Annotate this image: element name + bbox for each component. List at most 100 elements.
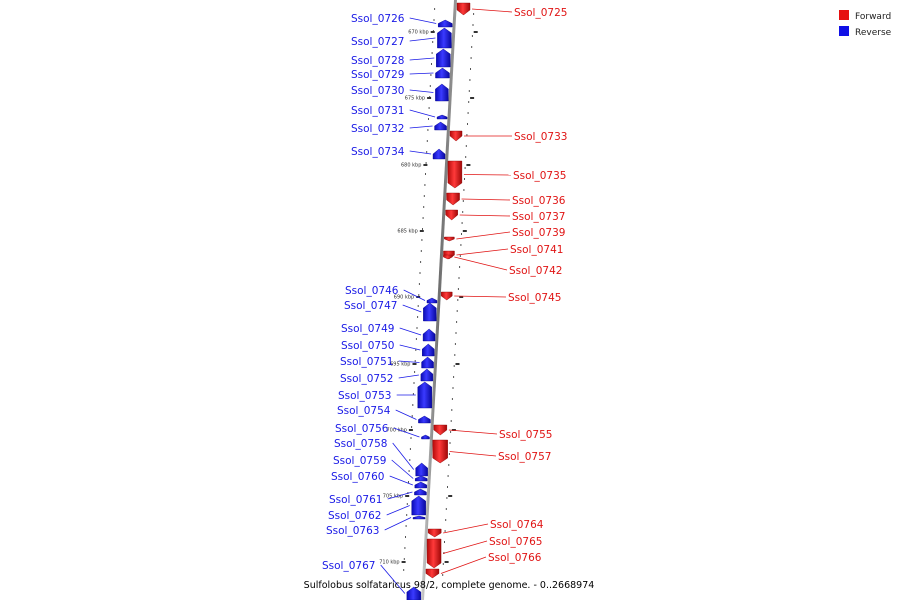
gene-label-ssol-0767[interactable]: Ssol_0767: [322, 560, 375, 572]
gene-arrow-ssol-0755[interactable]: [433, 424, 448, 436]
gene-arrow-ssol-0745[interactable]: [441, 291, 453, 301]
gene-label-ssol-0753[interactable]: Ssol_0753: [338, 390, 391, 402]
gene-label-ssol-0765[interactable]: Ssol_0765: [489, 536, 542, 548]
gene-arrow-ssol-0725[interactable]: [456, 2, 471, 16]
gene-label-ssol-0762[interactable]: Ssol_0762: [328, 510, 381, 522]
gene-label-ssol-0756[interactable]: Ssol_0756: [335, 423, 389, 435]
gene-arrow-ssol-0758[interactable]: [415, 462, 428, 477]
gene-label-ssol-0736[interactable]: Ssol_0736: [512, 195, 566, 207]
gene-arrow-ssol-0739[interactable]: [444, 236, 455, 242]
gene-label-ssol-0742[interactable]: Ssol_0742: [509, 265, 562, 277]
gene-label-ssol-0727[interactable]: Ssol_0727: [351, 36, 404, 48]
gene-label-ssol-0725[interactable]: Ssol_0725: [514, 7, 567, 19]
leader-line: [398, 360, 420, 363]
gene-arrow-ssol-0752[interactable]: [420, 368, 434, 382]
major-tick-mark: [430, 31, 435, 33]
gene-label-ssol-0763[interactable]: Ssol_0763: [326, 525, 379, 537]
gene-arrow-ssol-0749[interactable]: [422, 328, 436, 342]
gene-arrow-ssol-0731[interactable]: [436, 114, 448, 120]
leader-line: [409, 125, 433, 129]
gene-arrow-ssol-0760[interactable]: [414, 481, 428, 489]
gene-label-ssol-0741[interactable]: Ssol_0741: [510, 244, 563, 256]
minor-tick: [405, 525, 407, 527]
gene-label-ssol-0733[interactable]: Ssol_0733: [514, 131, 567, 143]
gene-label-ssol-0755[interactable]: Ssol_0755: [499, 429, 552, 441]
scale-tick-label: 675 kbp: [405, 96, 425, 102]
gene-arrow-ssol-0757[interactable]: [432, 439, 448, 464]
gene-arrow-ssol-0765[interactable]: [426, 538, 442, 569]
gene-label-ssol-0731[interactable]: Ssol_0731: [351, 105, 404, 117]
gene-label-ssol-0735[interactable]: Ssol_0735: [513, 170, 566, 182]
gene-label-ssol-0739[interactable]: Ssol_0739: [512, 227, 565, 239]
gene-arrow-ssol-0766[interactable]: [425, 568, 440, 579]
leader-line: [391, 459, 414, 479]
gene-label-ssol-0751[interactable]: Ssol_0751: [340, 356, 393, 368]
leader-line: [449, 451, 497, 457]
gene-arrow-ssol-0726[interactable]: [438, 19, 453, 28]
gene-arrow-ssol-0728[interactable]: [436, 48, 451, 68]
gene-arrow-ssol-0759[interactable]: [414, 475, 428, 482]
gene-label-ssol-0732[interactable]: Ssol_0732: [351, 123, 404, 135]
gene-label-ssol-0754[interactable]: Ssol_0754: [337, 405, 391, 417]
gene-label-ssol-0752[interactable]: Ssol_0752: [340, 373, 393, 385]
gene-label-ssol-0745[interactable]: Ssol_0745: [508, 292, 561, 304]
gene-label-ssol-0750[interactable]: Ssol_0750: [341, 340, 394, 352]
gene-arrow-ssol-0762[interactable]: [411, 495, 426, 516]
minor-tick: [472, 24, 474, 26]
gene-arrow-ssol-0732[interactable]: [434, 121, 447, 131]
minor-tick: [419, 272, 421, 274]
gene-label-ssol-0766[interactable]: Ssol_0766: [488, 552, 542, 564]
gene-label-ssol-0746[interactable]: Ssol_0746: [345, 285, 399, 297]
gene-label-ssol-0764[interactable]: Ssol_0764: [490, 519, 544, 531]
minor-tick: [403, 558, 405, 560]
gene-label-ssol-0747[interactable]: Ssol_0747: [344, 300, 397, 312]
gene-arrow-ssol-0764[interactable]: [427, 528, 442, 538]
gene-label-ssol-0729[interactable]: Ssol_0729: [351, 69, 404, 81]
minor-tick: [465, 156, 467, 158]
minor-tick: [411, 426, 413, 428]
major-tick-mark: [444, 561, 449, 563]
gene-arrow-ssol-0727[interactable]: [437, 27, 452, 49]
gene-arrow-ssol-0735[interactable]: [447, 160, 463, 189]
gene-arrow-ssol-0736[interactable]: [446, 192, 460, 206]
gene-label-ssol-0734[interactable]: Ssol_0734: [351, 146, 405, 158]
minor-tick: [408, 470, 410, 472]
leader-line: [454, 256, 508, 271]
gene-arrow-ssol-0761[interactable]: [414, 488, 427, 496]
minor-tick: [462, 200, 464, 202]
gene-arrow-ssol-0734[interactable]: [432, 148, 446, 160]
scale-tick-label: 690 kbp: [394, 295, 414, 301]
gene-arrow-ssol-0737[interactable]: [445, 209, 458, 221]
minor-tick: [423, 195, 425, 197]
gene-label-ssol-0749[interactable]: Ssol_0749: [341, 323, 394, 335]
gene-arrow-ssol-0733[interactable]: [449, 130, 463, 142]
gene-arrow-ssol-0751[interactable]: [421, 356, 434, 369]
gene-label-ssol-0726[interactable]: Ssol_0726: [351, 13, 405, 25]
gene-arrow-ssol-0753[interactable]: [417, 381, 432, 409]
scale-tick-label: 705 kbp: [383, 494, 403, 500]
gene-label-ssol-0737[interactable]: Ssol_0737: [512, 211, 565, 223]
gene-arrow-ssol-0756[interactable]: [421, 434, 430, 440]
leader-line: [459, 214, 511, 217]
gene-arrow-ssol-0750[interactable]: [422, 343, 435, 357]
gene-arrow-ssol-0730[interactable]: [435, 83, 449, 102]
gene-label-ssol-0761[interactable]: Ssol_0761: [329, 494, 382, 506]
gene-label-ssol-0759[interactable]: Ssol_0759: [333, 455, 386, 467]
gene-labels: Ssol_0725 Ssol_0726 Ssol_0727 Ssol_0728 Ssol…: [322, 7, 567, 572]
gene-label-ssol-0758[interactable]: Ssol_0758: [334, 438, 387, 450]
gene-arrow-ssol-0742[interactable]: [443, 254, 453, 260]
gene-arrow-ssol-0763[interactable]: [412, 515, 426, 520]
gene-arrow-ssol-0747[interactable]: [423, 302, 437, 322]
gene-label-ssol-0757[interactable]: Ssol_0757: [498, 451, 551, 463]
gene-arrow-ssol-0746[interactable]: [426, 297, 438, 304]
minor-tick: [420, 261, 422, 263]
gene-arrow-ssol-0754[interactable]: [418, 415, 431, 424]
minor-tick: [422, 228, 423, 230]
gene-label-ssol-0730[interactable]: Ssol_0730: [351, 85, 404, 97]
gene-arrow-ssol-0729[interactable]: [435, 67, 450, 79]
minor-tick: [420, 250, 422, 252]
gene-arrow-ssol-0767[interactable]: [406, 586, 422, 600]
gene-label-ssol-0728[interactable]: Ssol_0728: [351, 55, 404, 67]
gene-label-ssol-0760[interactable]: Ssol_0760: [331, 471, 384, 483]
